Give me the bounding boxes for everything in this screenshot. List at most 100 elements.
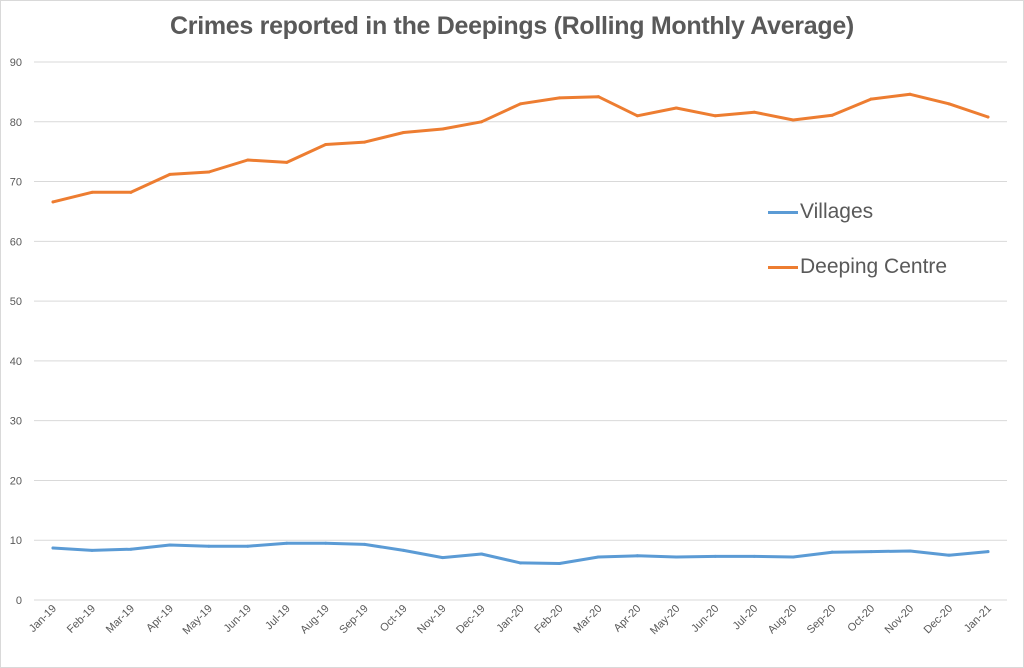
x-tick-label: Aug-19 [298,603,332,637]
data-point-deeping-centre[interactable] [986,115,990,119]
x-tick-label: Oct-19 [378,603,410,635]
data-point-deeping-centre[interactable] [90,190,94,194]
data-point-villages[interactable] [791,555,795,559]
data-point-deeping-centre[interactable] [129,190,133,194]
y-tick-label: 40 [10,356,22,368]
data-point-deeping-centre[interactable] [51,200,55,204]
x-tick-label: Apr-20 [612,603,644,635]
series-line-villages[interactable] [51,541,990,565]
chart-title: Crimes reported in the Deepings (Rolling… [170,12,854,40]
data-point-villages[interactable] [596,555,600,559]
y-tick-label: 90 [10,57,22,69]
data-point-deeping-centre[interactable] [908,92,912,96]
x-tick-label: May-19 [181,603,215,637]
x-tick-label: May-20 [648,603,682,637]
legend-item-villages[interactable]: Villages [768,198,947,226]
data-point-villages[interactable] [129,547,133,551]
data-point-deeping-centre[interactable] [791,118,795,122]
data-point-villages[interactable] [519,561,522,565]
data-point-deeping-centre[interactable] [324,142,328,146]
data-point-deeping-centre[interactable] [713,114,717,118]
data-point-villages[interactable] [908,549,912,553]
y-tick-label: 0 [16,595,22,607]
x-tick-label: Feb-19 [65,603,98,636]
x-tick-label: Sep-20 [805,603,839,637]
x-tick-label: Mar-20 [571,603,604,636]
x-tick-label: Jul-20 [731,603,761,633]
data-point-villages[interactable] [830,550,834,554]
x-tick-label: Dec-19 [454,603,488,637]
x-tick-label: Jun-19 [222,603,254,635]
data-point-deeping-centre[interactable] [947,102,951,106]
x-tick-label: Jun-20 [689,603,721,635]
series-line-deeping-centre[interactable] [51,92,990,204]
data-point-deeping-centre[interactable] [246,158,250,162]
data-point-deeping-centre[interactable] [480,120,484,124]
series-lines [51,92,990,566]
data-point-deeping-centre[interactable] [519,102,522,106]
data-point-villages[interactable] [363,542,367,546]
x-tick-label: Nov-20 [883,603,917,637]
data-point-villages[interactable] [713,554,717,558]
x-tick-label: Dec-20 [922,603,956,637]
data-point-deeping-centre[interactable] [674,106,678,110]
data-point-villages[interactable] [207,544,211,548]
x-tick-label: Apr-19 [144,603,176,635]
data-point-villages[interactable] [947,553,951,557]
data-point-villages[interactable] [90,548,94,552]
data-point-deeping-centre[interactable] [402,131,406,135]
y-tick-label: 30 [10,416,22,428]
y-tick-label: 50 [10,296,22,308]
gridlines [34,61,1007,601]
y-tick-label: 70 [10,177,22,189]
data-point-deeping-centre[interactable] [285,160,289,164]
legend: Villages Deeping Centre [768,198,947,308]
x-axis-ticks: Jan-19 Feb-19 Mar-19 Apr-19 May-19 Jun-19 Jul-… [27,603,994,637]
x-tick-label: Feb-20 [532,603,565,636]
data-point-deeping-centre[interactable] [557,96,561,100]
data-point-deeping-centre[interactable] [207,170,211,174]
data-point-villages[interactable] [402,548,406,552]
y-tick-label: 20 [10,475,22,487]
data-point-villages[interactable] [51,546,55,550]
data-point-villages[interactable] [869,550,873,554]
legend-item-deeping-centre[interactable]: Deeping Centre [768,253,947,281]
data-point-villages[interactable] [324,541,328,545]
data-point-villages[interactable] [986,550,990,554]
y-tick-label: 80 [10,117,22,129]
data-point-deeping-centre[interactable] [168,172,172,176]
y-axis-ticks: 0 10 20 30 40 50 60 70 80 90 [10,57,22,607]
data-point-villages[interactable] [557,562,561,566]
legend-swatch-deeping-centre [768,265,798,269]
data-point-deeping-centre[interactable] [363,140,367,144]
data-point-deeping-centre[interactable] [752,110,756,114]
data-point-villages[interactable] [635,554,639,558]
data-point-deeping-centre[interactable] [596,95,600,99]
data-point-deeping-centre[interactable] [635,114,639,118]
x-tick-label: Jan-19 [27,603,59,635]
data-point-deeping-centre[interactable] [830,113,834,117]
data-point-villages[interactable] [441,556,445,560]
x-tick-label: Jan-20 [494,603,526,635]
x-tick-label: Mar-19 [104,603,137,636]
x-tick-label: Jul-19 [263,603,293,633]
x-tick-label: Aug-20 [766,603,800,637]
legend-label-deeping-centre: Deeping Centre [800,255,948,278]
data-point-villages[interactable] [752,554,756,558]
y-tick-label: 60 [10,236,22,248]
data-point-deeping-centre[interactable] [441,127,445,131]
x-tick-label: Oct-20 [845,603,877,635]
data-point-deeping-centre[interactable] [869,97,873,101]
data-point-villages[interactable] [480,552,484,556]
data-point-villages[interactable] [285,541,289,545]
data-point-villages[interactable] [246,544,250,548]
x-tick-label: Nov-19 [415,603,449,637]
data-point-villages[interactable] [674,555,678,559]
legend-swatch-villages [768,210,798,214]
x-tick-label: Sep-19 [337,603,371,637]
x-tick-label: Jan-21 [962,603,994,635]
data-point-villages[interactable] [168,543,172,547]
legend-label-villages: Villages [800,200,874,223]
